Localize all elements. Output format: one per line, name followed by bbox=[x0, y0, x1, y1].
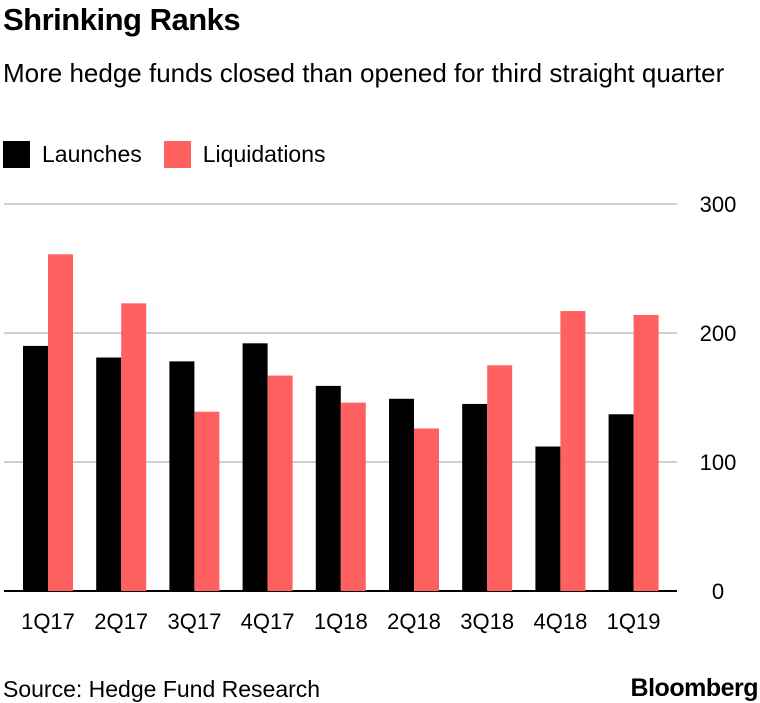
x-tick-label: 2Q17 bbox=[94, 609, 148, 634]
liquidation-bar bbox=[340, 402, 366, 591]
y-tick-labels: 0 100 200 300 bbox=[700, 192, 737, 604]
liquidation-bar bbox=[633, 314, 659, 591]
launch-bar bbox=[389, 398, 414, 591]
launch-bar bbox=[315, 385, 341, 591]
liquidation-bar bbox=[414, 428, 439, 591]
y-tick-label: 200 bbox=[700, 321, 737, 346]
launch-bar bbox=[535, 446, 561, 591]
launch-bar bbox=[608, 414, 634, 591]
liquidation-bar bbox=[194, 411, 220, 591]
source-note: Source: Hedge Fund Research bbox=[3, 676, 321, 702]
x-tick-label: 4Q18 bbox=[533, 609, 587, 634]
legend-label-launches: Launches bbox=[42, 140, 142, 167]
chart-title: Shrinking Ranks bbox=[3, 2, 241, 37]
x-tick-label: 3Q17 bbox=[167, 609, 221, 634]
legend-label-liquidations: Liquidations bbox=[202, 140, 326, 167]
y-tick-label: 100 bbox=[700, 450, 737, 475]
y-tick-label: 300 bbox=[700, 192, 737, 217]
x-tick-labels: 1Q17 2Q17 3Q17 4Q17 1Q18 2Q18 3Q18 4Q18 1Q19 bbox=[21, 609, 660, 634]
bloomberg-logo: Bloomberg bbox=[630, 674, 759, 702]
liquidation-bar bbox=[487, 365, 513, 591]
launch-bar bbox=[242, 343, 268, 591]
launch-bar bbox=[169, 361, 195, 591]
launch-bar bbox=[462, 403, 488, 591]
launch-bar bbox=[96, 357, 122, 591]
bars bbox=[23, 254, 659, 591]
liquidation-bar bbox=[560, 311, 586, 591]
liquidation-bar bbox=[48, 254, 73, 591]
y-tick-label: 0 bbox=[712, 579, 724, 604]
bar-chart: 0 100 200 300 1Q17 2Q17 3Q17 4Q17 1Q18 2Q18 3Q18 4… bbox=[4, 192, 737, 634]
x-tick-label: 2Q18 bbox=[387, 609, 441, 634]
x-tick-label: 1Q19 bbox=[607, 609, 661, 634]
x-tick-label: 1Q18 bbox=[314, 609, 368, 634]
legend-swatch-liquidations bbox=[163, 140, 191, 168]
legend-swatch-launches bbox=[3, 140, 30, 168]
legend-item-launches: Launches bbox=[3, 140, 142, 168]
x-tick-label: 4Q17 bbox=[241, 609, 295, 634]
legend-item-liquidations: Liquidations bbox=[163, 140, 326, 168]
x-tick-label: 1Q17 bbox=[21, 609, 75, 634]
x-tick-label: 3Q18 bbox=[460, 609, 514, 634]
liquidation-bar bbox=[121, 303, 147, 591]
chart-subtitle: More hedge funds closed than opened for … bbox=[3, 58, 725, 88]
legend: Launches Liquidations bbox=[3, 140, 348, 168]
launch-bar bbox=[23, 345, 48, 591]
liquidation-bar bbox=[267, 375, 293, 591]
